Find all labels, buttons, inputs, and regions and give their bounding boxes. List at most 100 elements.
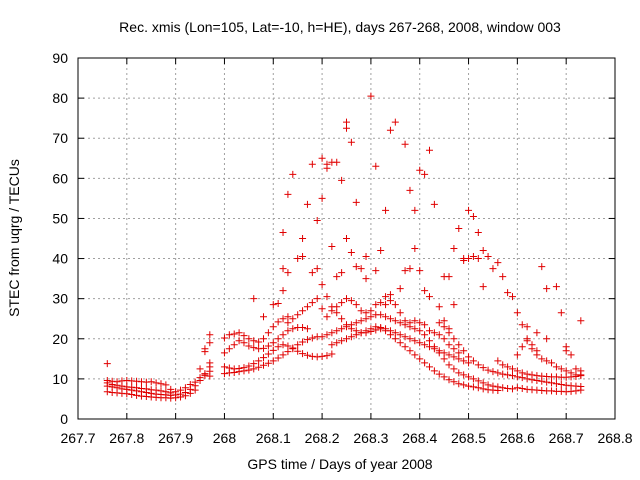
data-point [289,345,297,353]
data-point [264,329,272,337]
data-point [284,342,292,350]
data-point [421,287,429,295]
data-point [201,345,209,353]
data-point [245,335,253,343]
data-point [528,371,536,379]
data-point [421,331,429,339]
data-point [435,370,443,378]
data-point [411,325,419,333]
data-point [328,243,336,251]
data-point [450,345,458,353]
data-point [357,317,365,325]
data-point [518,321,526,329]
data-point [382,301,390,309]
data-point [177,386,185,394]
data-point [440,335,448,343]
data-point [152,386,160,394]
data-point [260,313,268,321]
data-point [250,360,258,368]
data-point [557,309,565,317]
data-point [303,336,311,344]
data-point [455,380,463,388]
data-point [206,372,214,380]
data-point [567,351,575,359]
data-point [284,327,292,335]
data-point [284,269,292,277]
data-point [499,361,507,369]
data-point [430,200,438,208]
data-points [103,92,585,402]
data-point [513,384,521,392]
data-point [294,347,302,355]
data-point [469,383,477,391]
data-point [323,331,331,339]
data-point [167,385,175,393]
data-point [445,361,453,369]
data-point [338,269,346,277]
data-point [303,200,311,208]
data-point [445,273,453,281]
data-point [489,368,497,376]
data-point [362,309,370,317]
data-point [396,309,404,317]
data-point [548,379,556,387]
data-point [421,321,429,329]
data-point [474,377,482,385]
data-point [352,263,360,271]
data-point [333,339,341,347]
data-point [474,361,482,369]
data-point [504,289,512,297]
data-point [206,359,214,367]
data-point [333,303,341,311]
y-tick-label: 50 [52,210,68,226]
data-point [279,341,287,349]
data-point [386,315,394,323]
data-point [450,353,458,361]
data-point [220,349,228,357]
data-point [406,265,414,273]
data-point [323,313,331,321]
data-point [425,146,433,154]
data-point [191,386,199,394]
data-point [474,228,482,236]
data-point [333,309,341,317]
data-point [396,331,404,339]
data-point [352,198,360,206]
data-point [445,341,453,349]
data-point [406,186,414,194]
data-point [362,315,370,323]
data-point [357,307,365,315]
data-point [411,337,419,345]
data-point [347,138,355,146]
data-point [347,333,355,341]
data-point [328,350,336,358]
data-point [372,323,380,331]
data-point [377,324,385,332]
data-point [313,295,321,303]
data-point [103,360,111,368]
data-point [499,273,507,281]
grid [78,58,615,419]
data-point [128,391,136,399]
data-point [279,331,287,339]
data-point [260,344,268,352]
data-point [274,354,282,362]
data-point [460,381,468,389]
chart-title: Rec. xmis (Lon=105, Lat=-10, h=HE), days… [119,19,561,35]
data-point [435,319,443,327]
data-point [245,362,253,370]
data-point [123,390,131,398]
data-point [386,291,394,299]
y-tick-label: 40 [52,251,68,267]
data-point [367,92,375,100]
data-point [377,247,385,255]
data-point [362,253,370,261]
data-point [391,329,399,337]
data-point [450,301,458,309]
data-point [133,384,141,392]
data-point [260,354,268,362]
data-point [377,299,385,307]
data-point [421,341,429,349]
data-point [157,380,165,388]
data-point [430,367,438,375]
